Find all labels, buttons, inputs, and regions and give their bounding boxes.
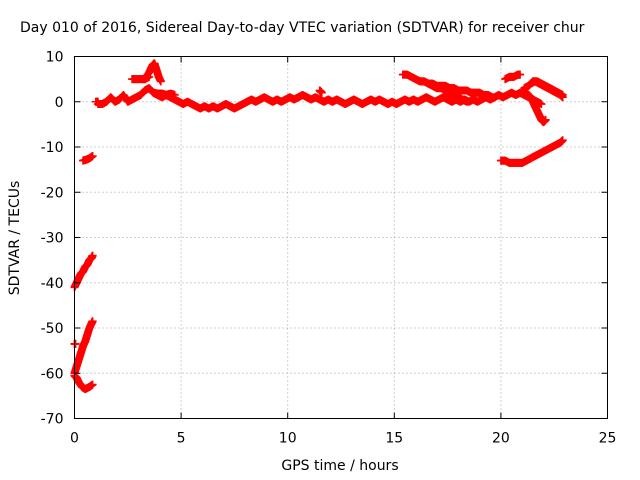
y-tick-label: -40 [41,276,64,292]
tick-marks [74,56,608,419]
data-point [541,115,550,124]
data-point [156,77,165,86]
x-tick-label: 15 [385,431,403,447]
x-tick-label: 10 [279,431,297,447]
plot-frame [74,56,608,419]
data-point [88,152,97,161]
y-tick-label: -10 [41,140,64,156]
grid-lines [74,56,608,419]
data-point [88,317,97,326]
x-tick-labels: 0 5 10 15 20 25 [70,431,616,447]
x-tick-label: 5 [177,431,186,447]
data-point [462,97,471,106]
y-tick-label: -60 [41,366,64,382]
chart-title: Day 010 of 2016, Sidereal Day-to-day VTE… [20,20,585,36]
x-axis-label: GPS time / hours [281,458,398,474]
data-point [488,93,497,102]
y-tick-label: 10 [46,50,64,66]
y-tick-labels: -70 -60 -50 -40 -30 -20 -10 0 10 [41,50,64,428]
data-point [558,136,567,145]
data-point [537,100,546,109]
y-axis-label: SDTVAR / TECUs [7,181,23,296]
x-tick-label: 0 [70,431,79,447]
data-point [71,339,80,348]
y-tick-label: -20 [41,185,64,201]
y-tick-label: -50 [41,321,64,337]
x-tick-label: 25 [599,431,617,447]
data-point [93,97,102,106]
y-tick-label: -70 [41,412,64,428]
data-point [170,90,179,99]
y-tick-label: -30 [41,231,64,247]
data-point [516,70,525,79]
data-point [88,251,97,260]
data-points [70,59,567,394]
data-point [317,88,326,97]
data-point [558,90,567,99]
data-point [88,380,97,389]
x-tick-label: 20 [492,431,510,447]
y-tick-label: 0 [55,95,64,111]
